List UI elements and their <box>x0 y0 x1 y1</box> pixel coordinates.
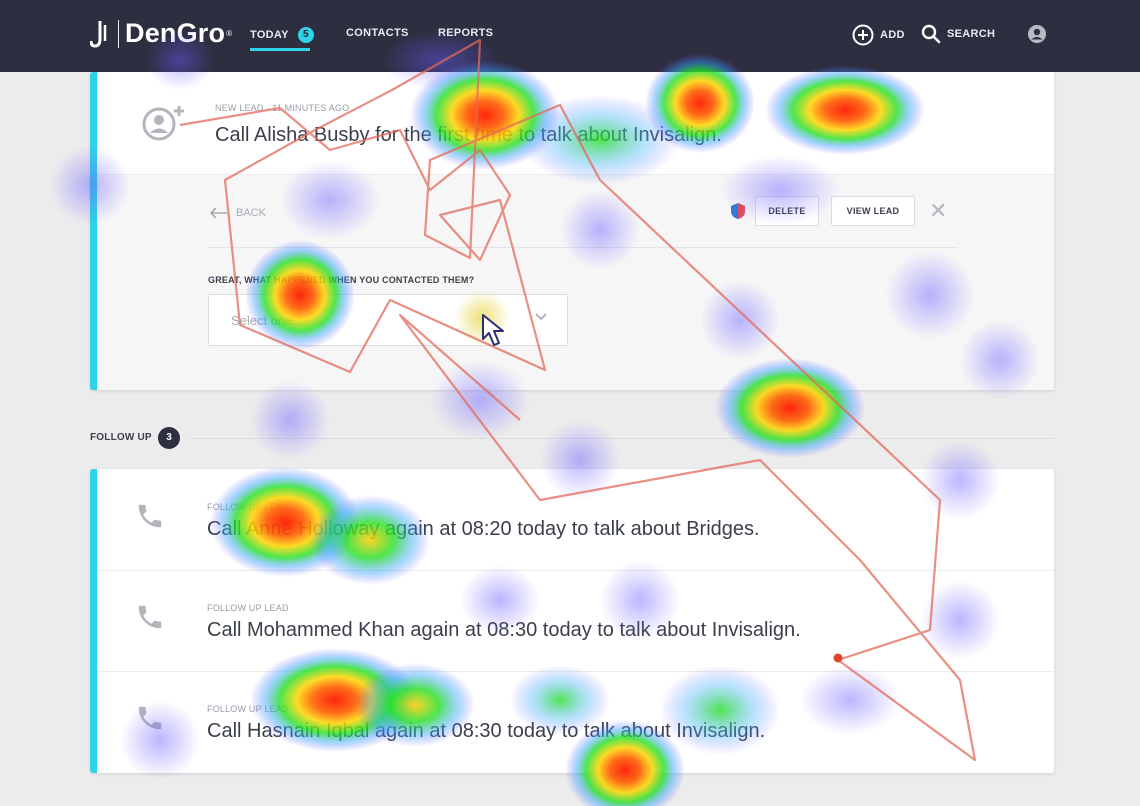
add-button[interactable]: ADD <box>852 24 905 46</box>
back-arrow-icon <box>210 207 227 219</box>
delete-button[interactable]: DELETE <box>755 196 819 226</box>
add-circle-icon <box>852 24 874 46</box>
close-icon[interactable]: ✕ <box>929 198 948 223</box>
follow-up-task-text: Call Hasnain Iqbal again at 08:30 today … <box>207 720 766 742</box>
logo-trademark: ® <box>226 29 233 38</box>
user-menu[interactable] <box>1027 24 1047 47</box>
dengro-logo[interactable]: DenGro ® <box>90 18 232 49</box>
nav-today-label: TODAY <box>250 29 289 41</box>
contact-outcome-question: GREAT, WHAT HAPPENED WHEN YOU CONTACTED … <box>208 275 475 285</box>
select-placeholder: Select one... <box>231 313 304 328</box>
today-count-badge: 5 <box>297 27 314 43</box>
cursor-icon <box>482 314 504 346</box>
search-button[interactable]: SEARCH <box>921 24 995 44</box>
shield-icon[interactable] <box>730 202 746 220</box>
chevron-down-icon <box>535 313 547 321</box>
top-navigation-bar: DenGro ® TODAY 5 CONTACTS REPORTS ADD SE… <box>0 0 1140 72</box>
follow-up-row[interactable]: FOLLOW UP LEAD Call Hasnain Iqbal again … <box>97 671 1054 772</box>
back-label: BACK <box>236 207 266 219</box>
follow-up-row[interactable]: FOLLOW UP LEAD Call Mohammed Khan again … <box>97 570 1054 672</box>
lead-task-text: Call Alisha Busby for the first time to … <box>215 124 722 146</box>
nav-reports[interactable]: REPORTS <box>438 27 494 39</box>
phone-icon <box>138 605 162 629</box>
dengro-logo-icon <box>90 20 107 48</box>
logo-divider <box>118 19 119 48</box>
follow-up-meta: FOLLOW UP LEAD <box>207 603 289 613</box>
card-accent-bar <box>90 469 97 773</box>
actions-divider <box>208 247 958 248</box>
new-lead-card: NEW LEAD · 11 MINUTES AGO Call Alisha Bu… <box>90 72 1054 390</box>
follow-up-meta: FOLLOW UP LEAD <box>207 704 289 714</box>
nav-active-underline <box>250 48 310 51</box>
search-label: SEARCH <box>947 28 996 40</box>
phone-icon <box>138 504 162 528</box>
user-icon <box>1028 25 1046 43</box>
back-button[interactable]: BACK <box>210 207 266 219</box>
contact-outcome-select[interactable]: Select one... <box>208 294 568 346</box>
view-lead-button[interactable]: VIEW LEAD <box>831 196 915 226</box>
phone-icon <box>138 706 162 730</box>
lead-card-header[interactable]: NEW LEAD · 11 MINUTES AGO Call Alisha Bu… <box>97 72 1054 174</box>
follow-up-section-label: FOLLOW UP <box>90 432 152 443</box>
follow-up-row[interactable]: FOLLOW UP LEAD Call Anne Holloway again … <box>97 469 1054 571</box>
lead-meta: NEW LEAD · 11 MINUTES AGO <box>215 103 350 113</box>
nav-contacts[interactable]: CONTACTS <box>346 27 409 39</box>
nav-today[interactable]: TODAY 5 <box>250 27 314 43</box>
follow-up-count-badge: 3 <box>158 427 180 449</box>
lead-card-actions-panel: BACK DELETE VIEW LEAD ✕ GREAT, WHAT HAPP… <box>97 174 1054 390</box>
follow-up-meta: FOLLOW UP LEAD <box>207 502 289 512</box>
search-icon <box>921 24 941 44</box>
section-divider <box>190 438 1054 439</box>
follow-up-card: FOLLOW UP LEAD Call Anne Holloway again … <box>90 469 1054 773</box>
add-label: ADD <box>880 29 905 41</box>
follow-up-task-text: Call Mohammed Khan again at 08:30 today … <box>207 619 801 641</box>
follow-up-task-text: Call Anne Holloway again at 08:20 today … <box>207 518 760 540</box>
add-user-icon <box>142 106 184 141</box>
logo-text: DenGro <box>125 18 226 48</box>
card-accent-bar <box>90 72 97 390</box>
